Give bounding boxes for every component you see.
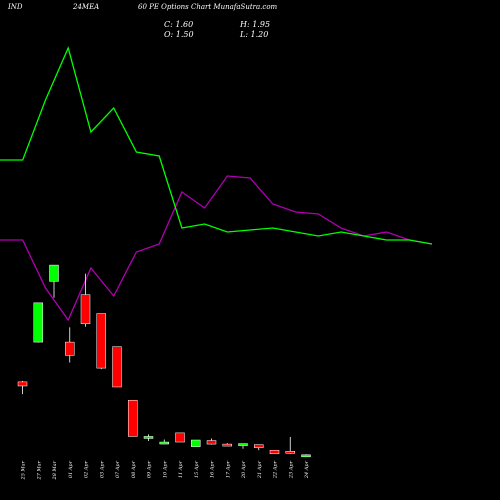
candle-5 [80, 273, 91, 327]
x-tick-label: 27 Mar [36, 460, 42, 480]
candle-6 [96, 313, 106, 370]
candle-body [49, 264, 59, 282]
indicator-lines [0, 46, 433, 322]
candle-body [65, 341, 75, 356]
x-tick-label: 09 Apr [147, 460, 153, 478]
candle-body [301, 454, 311, 458]
x-axis-ticks: 25 Mar 27 Mar 28 Mar 01 Apr 02 Apr 03 Apr 07 A… [21, 460, 311, 480]
candle-2 [33, 302, 43, 343]
candle-body [238, 443, 248, 446]
x-tick-label: 20 Apr [241, 460, 247, 479]
chart-header: IND 24MEA 60 PE Options Chart MunafaSutr… [7, 3, 278, 39]
candle-8 [128, 399, 138, 437]
candle-body [269, 449, 280, 455]
x-tick-label: 23 Apr [288, 460, 294, 479]
candle-1 [17, 380, 28, 395]
candle-12 [191, 439, 201, 447]
green-indicator-line [0, 46, 433, 245]
candle-body [33, 302, 43, 343]
x-tick-label: 17 Apr [225, 460, 231, 478]
x-tick-label: 15 Apr [194, 460, 200, 478]
candle-body [80, 294, 91, 324]
candle-body [175, 432, 185, 443]
candle-9 [143, 434, 154, 442]
candle-4 [65, 327, 75, 363]
candle-19 [301, 454, 311, 458]
candle-body [128, 399, 138, 437]
x-tick-label: 03 Apr [99, 460, 105, 478]
header-expiry: 24MEA [72, 3, 99, 11]
x-tick-label: 24 Apr [304, 460, 310, 479]
x-tick-label: 11 Apr [178, 460, 184, 478]
x-tick-label: 07 Apr [115, 460, 121, 478]
candle-body [285, 450, 295, 454]
x-tick-label: 16 Apr [210, 460, 216, 478]
candle-13 [206, 438, 217, 445]
candle-body [96, 313, 106, 369]
candle-14 [222, 443, 232, 447]
candle-17 [269, 449, 280, 455]
x-tick-label: 28 Mar [52, 460, 58, 480]
header-strike-description: 60 PE Options Chart MunafaSutra.com [138, 3, 278, 11]
candle-15 [238, 443, 248, 449]
header-close: C: 1.60 [164, 20, 193, 29]
x-tick-label: 25 Mar [21, 460, 27, 480]
candle-body [254, 444, 264, 448]
x-tick-label: 01 Apr [68, 460, 74, 478]
candle-body [112, 346, 122, 388]
candle-7 [112, 346, 122, 388]
candle-body [191, 439, 201, 447]
x-tick-label: 10 Apr [162, 460, 168, 478]
candle-body [222, 443, 232, 447]
header-low: L: 1.20 [239, 30, 268, 39]
candle-18 [285, 436, 295, 454]
candle-3 [49, 264, 59, 298]
candle-body [206, 440, 217, 445]
candle-11 [175, 432, 185, 443]
header-open: O: 1.50 [164, 30, 194, 39]
x-tick-label: 02 Apr [84, 460, 90, 478]
candle-body [143, 436, 154, 439]
header-symbol: IND [7, 3, 23, 11]
x-tick-label: 21 Apr [257, 460, 263, 479]
x-tick-label: 08 Apr [131, 460, 137, 478]
candlesticks [17, 264, 311, 458]
candle-16 [254, 444, 264, 451]
magenta-indicator-line [0, 175, 433, 322]
header-high: H: 1.95 [239, 20, 270, 29]
candle-body [17, 381, 28, 387]
candle-10 [159, 439, 169, 445]
x-tick-label: 22 Apr [273, 460, 279, 479]
candle-body [159, 441, 169, 445]
